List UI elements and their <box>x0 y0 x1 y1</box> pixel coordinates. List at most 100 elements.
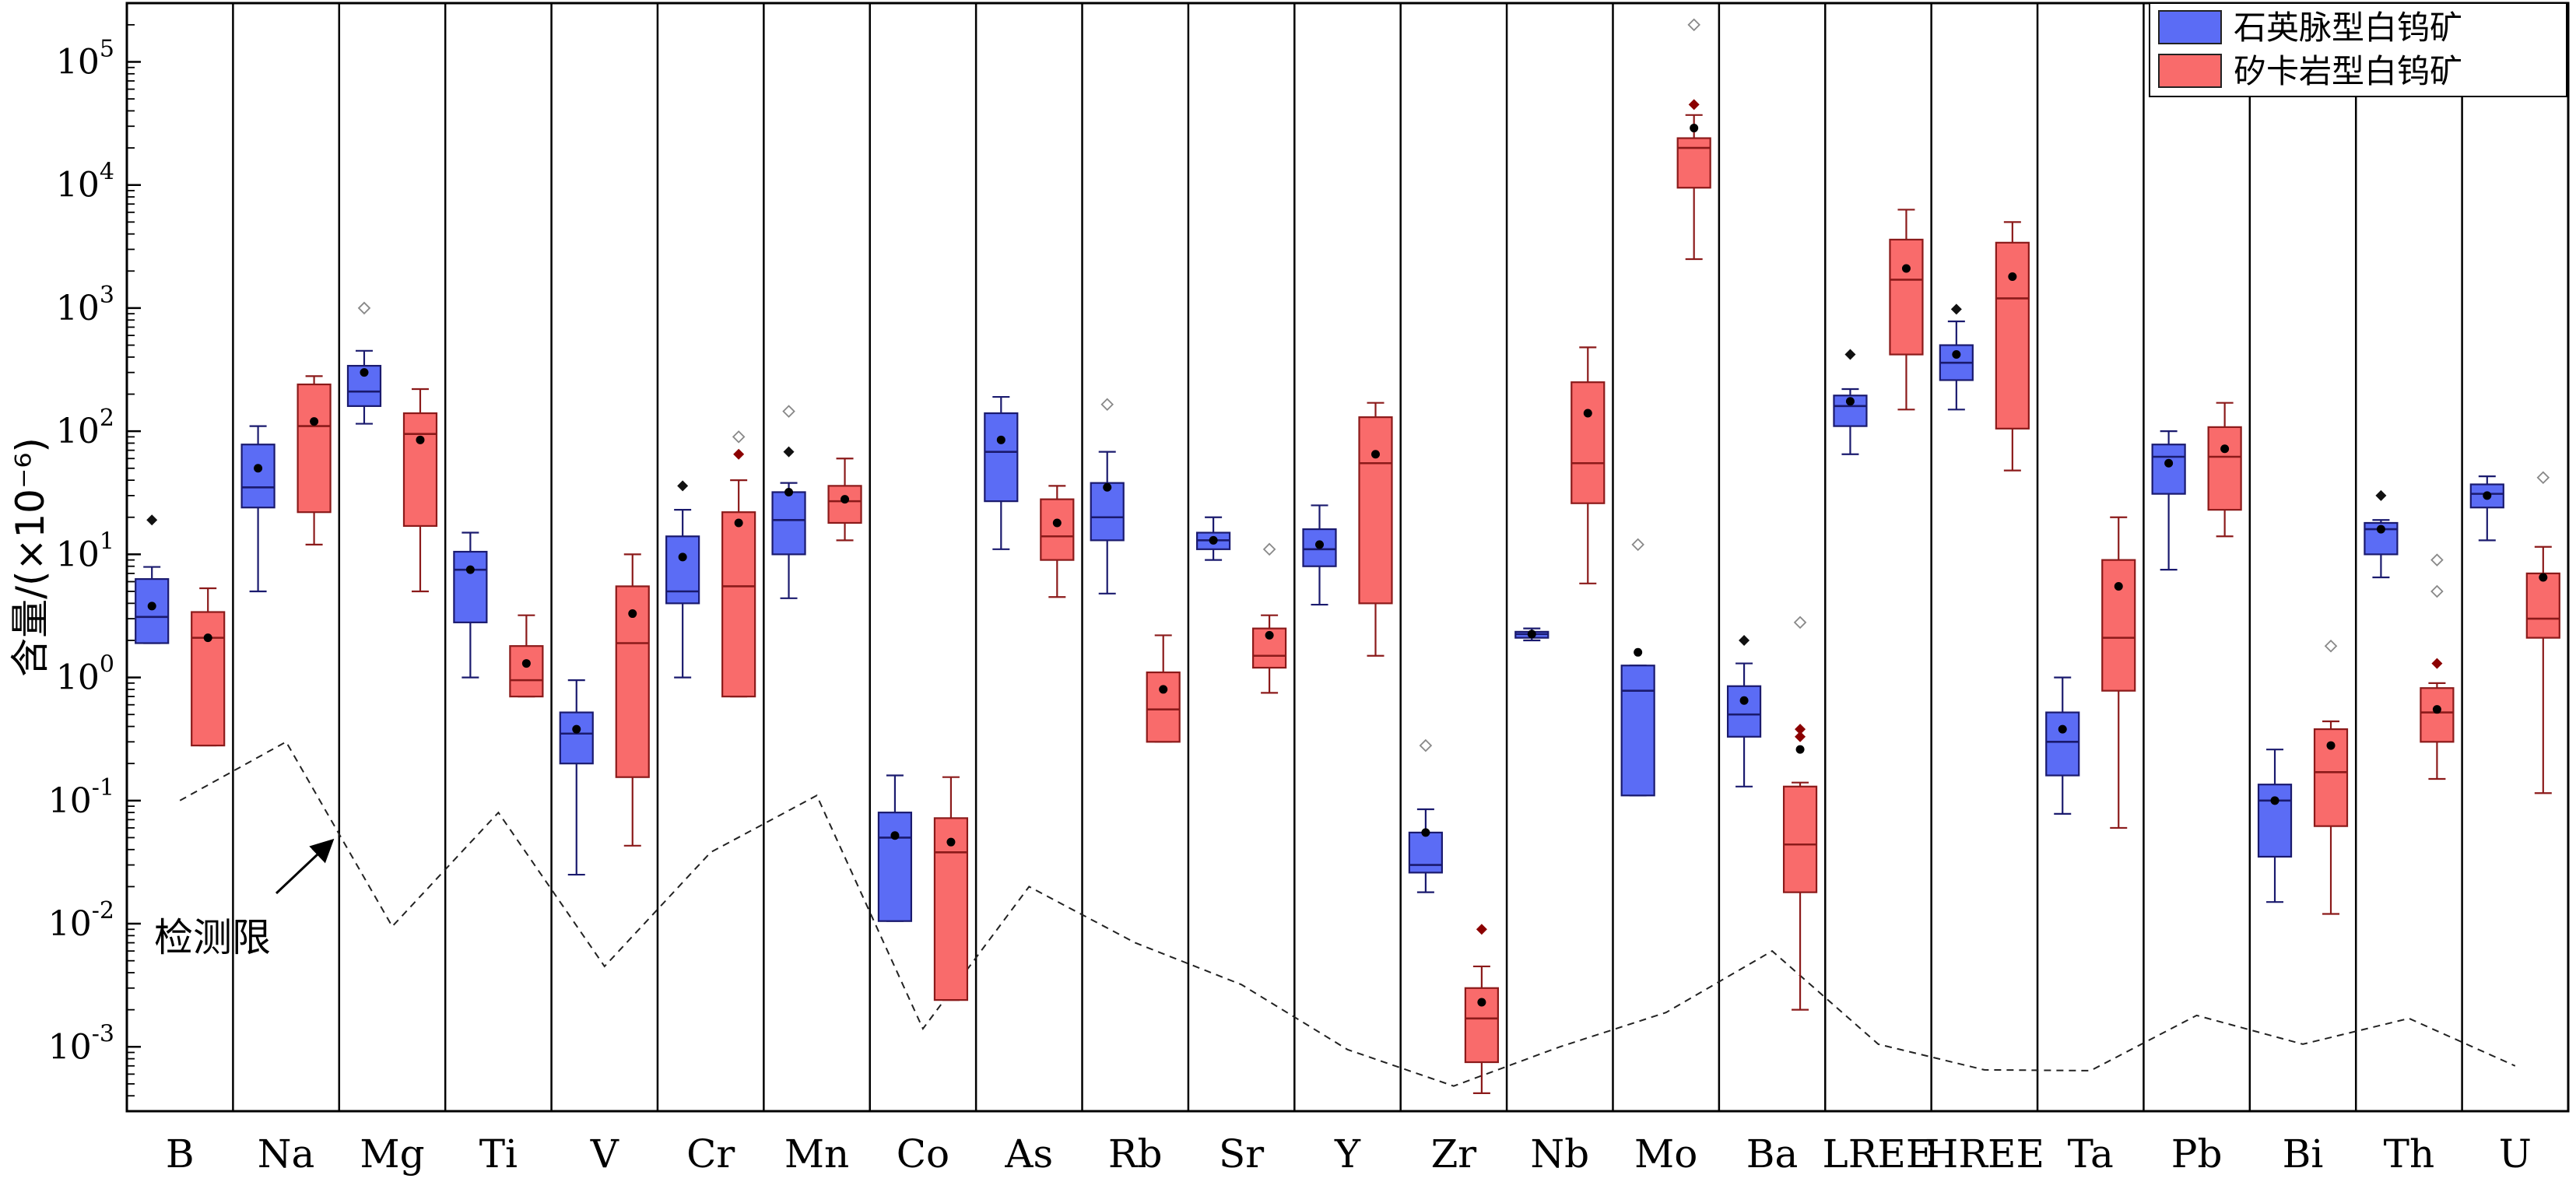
legend-label: 矽卡岩型白钨矿 <box>2234 52 2462 90</box>
box-iqr <box>1571 381 1606 504</box>
y-tick-label: 104 <box>56 159 114 205</box>
box-skarn-as <box>1040 485 1075 598</box>
box-mean <box>2008 272 2017 282</box>
outlier-point <box>1419 738 1433 752</box>
box-quartz-y <box>1302 504 1337 606</box>
box-quartz-co <box>877 774 913 922</box>
x-tick-label: Cr <box>686 1131 735 1177</box>
box-quartz-hree <box>1939 303 1974 411</box>
box-quartz-u <box>2469 475 2504 542</box>
detection-limit-label: 检测限 <box>154 915 271 960</box>
box-mean <box>1209 535 1218 545</box>
box-quartz-v <box>559 679 594 876</box>
box-mean <box>2432 705 2441 714</box>
box-quartz-rb <box>1090 398 1125 594</box>
box-iqr <box>2420 687 2455 743</box>
x-tick-label: Mo <box>1634 1131 1697 1177</box>
box-skarn-b <box>191 587 226 747</box>
box-iqr <box>1146 671 1181 743</box>
box-mean <box>2376 524 2385 534</box>
y-tick-label: 103 <box>56 282 114 328</box>
box-iqr <box>2045 711 2080 777</box>
box-skarn-ba <box>1782 616 1818 1011</box>
category-dividers <box>232 3 2463 1111</box>
box-mean <box>1739 696 1749 705</box>
extreme-point <box>1844 349 1856 360</box>
box-iqr <box>297 383 332 514</box>
box-mean <box>996 435 1005 444</box>
box-skarn-hree <box>1995 221 2030 472</box>
box-quartz-lree <box>1833 349 1868 455</box>
box-mean <box>521 659 531 668</box>
outlier-point <box>782 405 795 418</box>
detection-limit-line <box>179 740 2516 1087</box>
box-skarn-na <box>297 375 332 545</box>
extreme-point <box>1476 924 1487 935</box>
box-iqr <box>877 812 913 922</box>
box-mean <box>1583 409 1592 418</box>
box-iqr <box>2151 444 2186 495</box>
box-mean <box>254 464 263 473</box>
box-mean <box>203 633 212 643</box>
box-iqr <box>771 491 806 556</box>
box-mean <box>784 487 794 496</box>
box-skarn-pb <box>2207 402 2242 538</box>
extreme-point <box>1795 724 1806 735</box>
box-mean <box>628 609 637 619</box>
box-iqr <box>453 550 488 623</box>
box-iqr <box>1676 137 1711 189</box>
x-tick-label: Pb <box>2171 1131 2223 1177</box>
detection-limit-arrow <box>275 838 335 895</box>
extreme-point <box>2375 489 2387 501</box>
box-mean <box>2539 573 2548 582</box>
y-tick-label: 102 <box>56 405 114 451</box>
box-mean <box>1052 518 1062 528</box>
box-mean <box>2483 491 2492 500</box>
box-quartz-th <box>2364 489 2399 579</box>
box-quartz-nb <box>1514 627 1549 642</box>
box-iqr <box>615 585 650 778</box>
box-mean <box>1795 745 1805 754</box>
box-mean <box>1527 630 1536 639</box>
box-skarn-th <box>2420 553 2455 780</box>
box-iqr <box>1040 498 1075 561</box>
box-skarn-lree <box>1889 209 1924 411</box>
box-iqr <box>721 511 756 698</box>
box-iqr <box>1358 416 1393 605</box>
box-quartz-ti <box>453 531 488 679</box>
box-mean <box>2270 796 2279 805</box>
box-quartz-mo <box>1620 538 1655 797</box>
x-tick-label: Co <box>897 1131 949 1177</box>
plot-frame <box>125 2 2570 1113</box>
box-skarn-mo <box>1676 18 1711 261</box>
x-tick-label: Zr <box>1431 1131 1477 1177</box>
box-iqr <box>559 711 594 765</box>
box-quartz-mn <box>771 405 806 599</box>
y-tick-label: 100 <box>56 651 114 698</box>
box-mean <box>2164 458 2174 468</box>
extreme-point <box>2431 658 2443 669</box>
box-iqr <box>1090 482 1125 542</box>
box-quartz-ba <box>1726 634 1762 787</box>
legend-swatch <box>2158 10 2222 44</box>
box-skarn-u <box>2525 471 2560 794</box>
x-tick-label: U <box>2499 1131 2532 1177</box>
box-skarn-y <box>1358 402 1393 657</box>
box-mean <box>360 368 369 377</box>
detection-limit-annotation: 检测限 <box>154 838 335 960</box>
box-skarn-co <box>933 776 969 1001</box>
box-skarn-mn <box>827 458 862 542</box>
extreme-point <box>1739 634 1750 646</box>
box-mean <box>1265 630 1274 640</box>
box-iqr <box>1620 665 1655 797</box>
x-tick-label: Mg <box>360 1131 424 1177</box>
outlier-point <box>2324 639 2338 653</box>
box-iqr <box>402 412 438 528</box>
y-axis-label: 含量/(×10⁻⁶) <box>8 437 53 677</box>
box-iqr <box>1782 785 1818 893</box>
box-iqr <box>135 578 170 644</box>
box-mean <box>1371 450 1380 459</box>
outlier-point <box>1793 616 1807 630</box>
box-mean <box>890 831 900 840</box>
